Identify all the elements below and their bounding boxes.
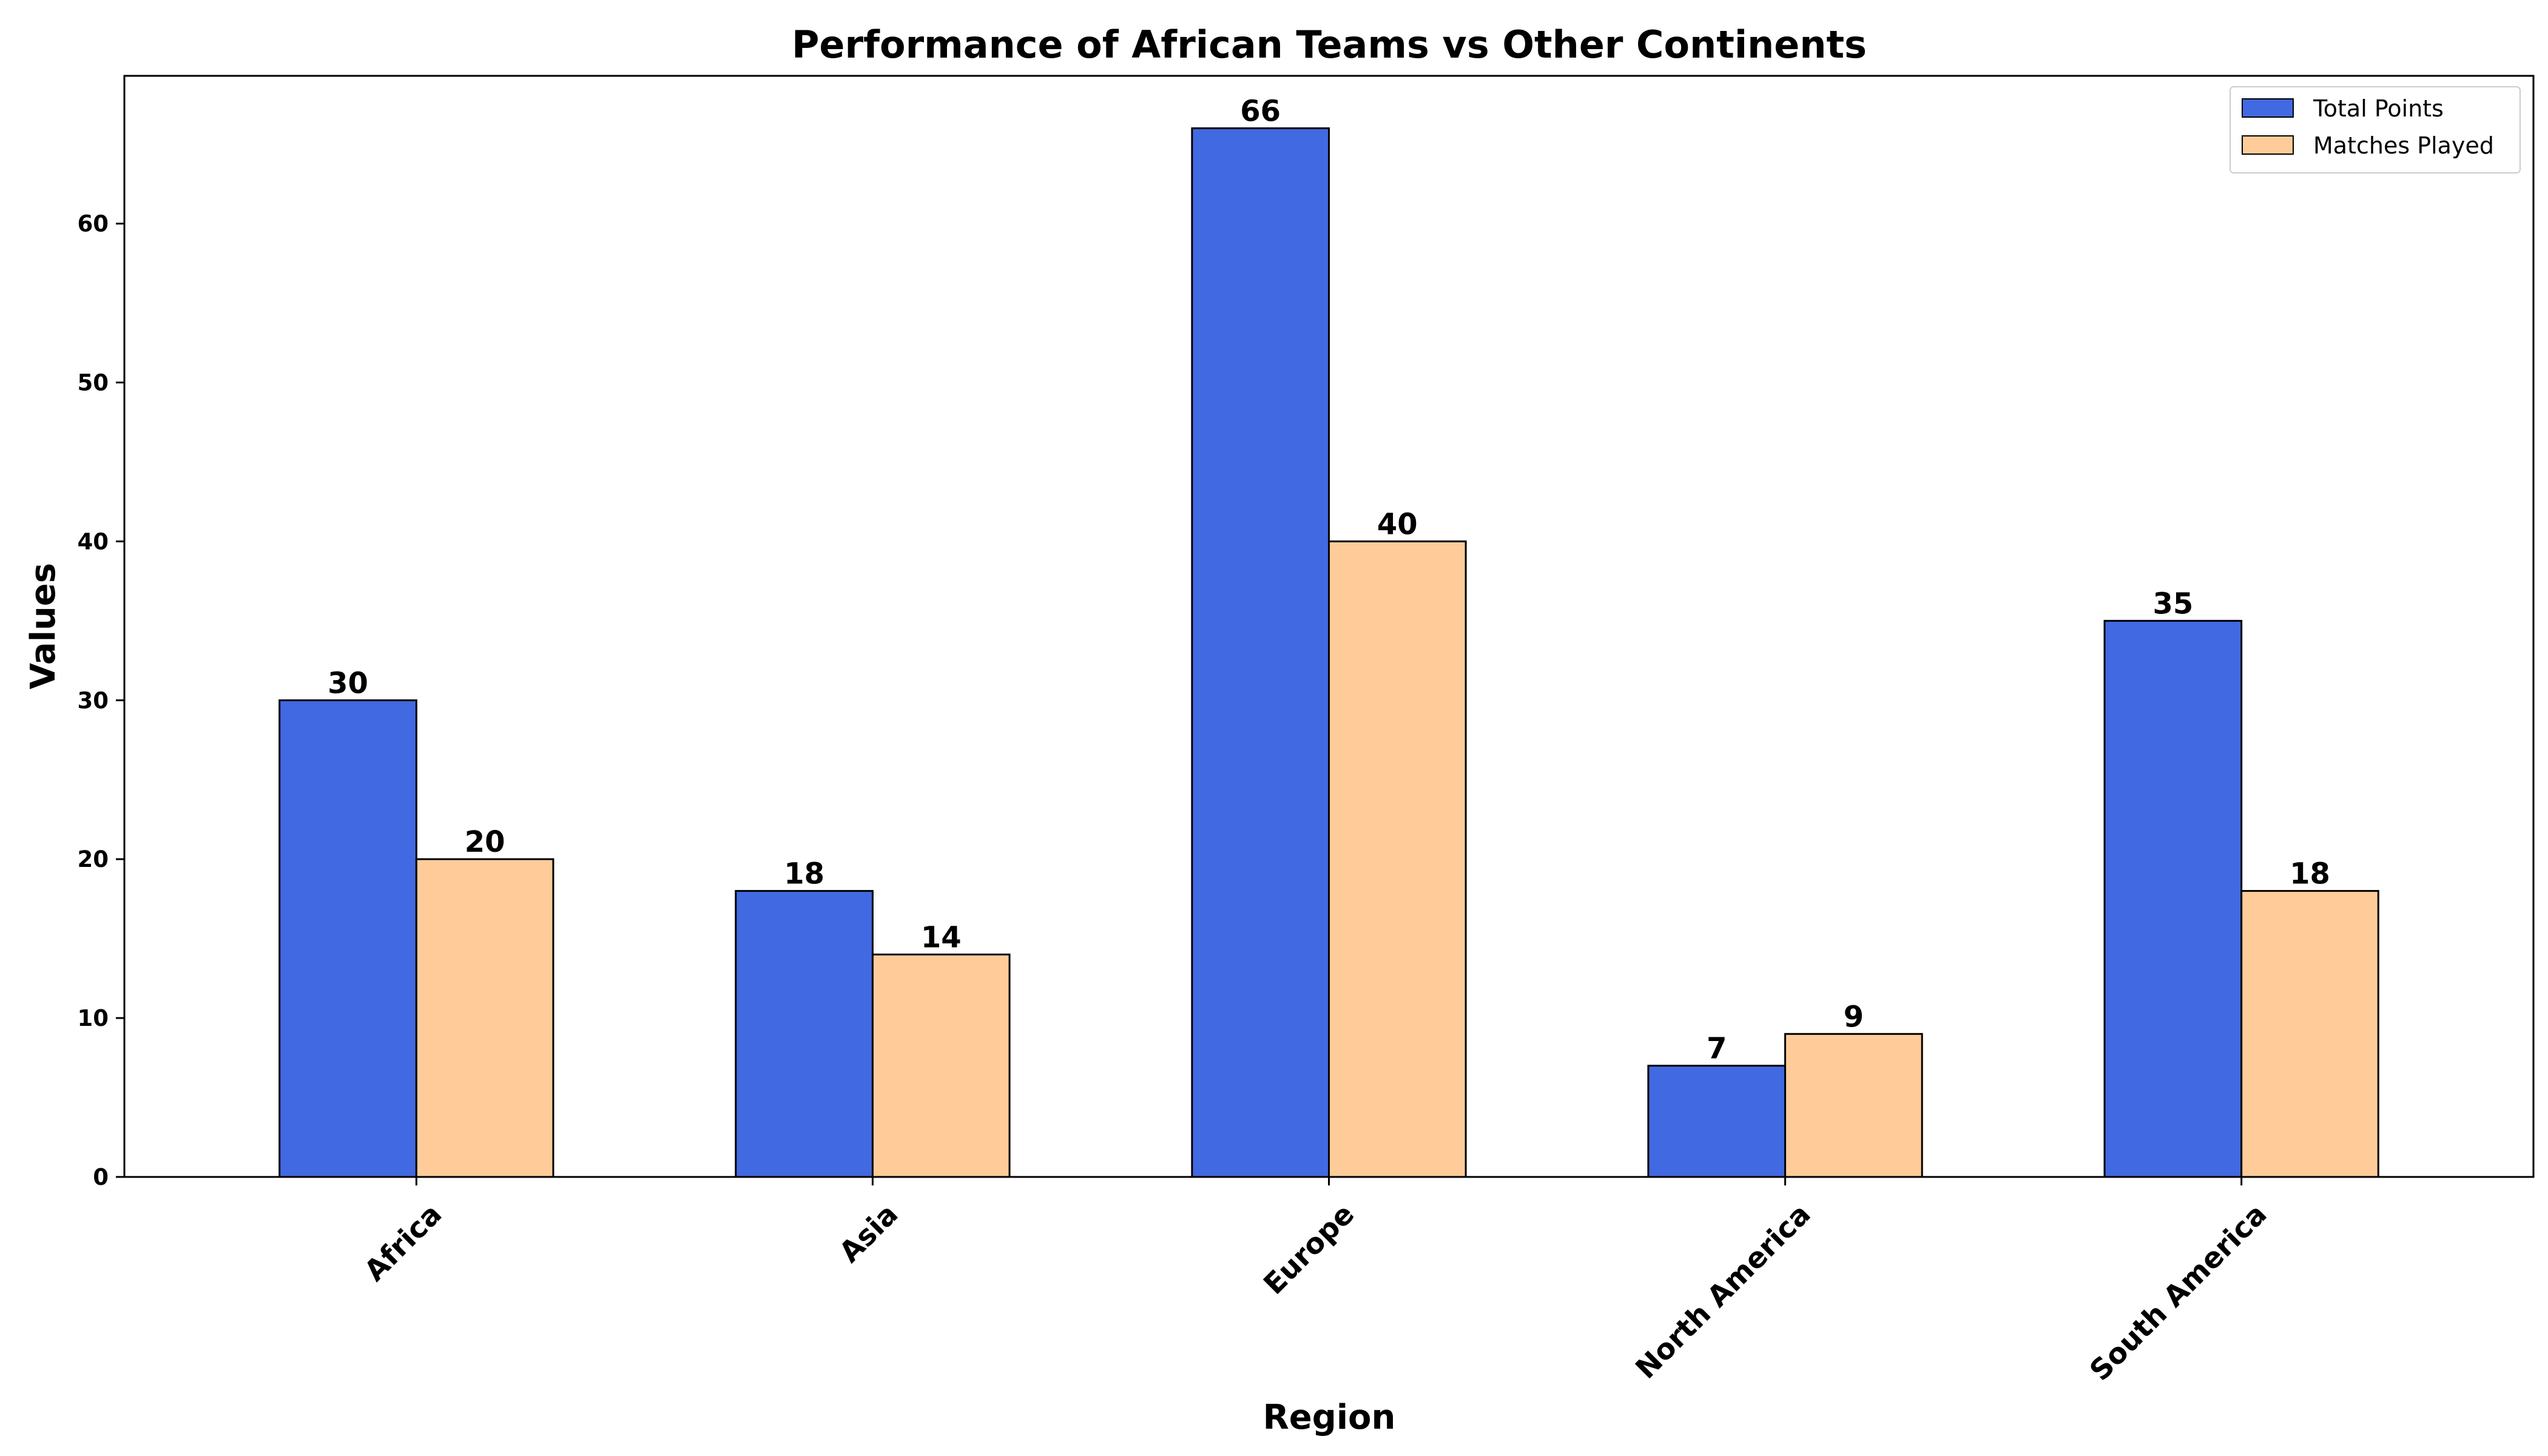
data-label-total-points-north-america: 7 [1707,1032,1727,1066]
data-label-matches-played-asia: 14 [921,920,962,954]
x-tick-label-africa: Africa [358,1198,448,1288]
data-label-total-points-asia: 18 [784,857,824,891]
y-tick-label: 20 [78,846,109,872]
data-label-matches-played-south-america: 18 [2290,857,2330,891]
legend-swatch-total-points [2242,98,2294,118]
bar-matches-played-europe [1328,540,1467,1178]
y-axis-label: Values [24,563,63,689]
legend-frame [2230,86,2521,174]
bar-total-points-europe [1191,127,1330,1178]
bar-total-points-north-america [1647,1065,1787,1178]
y-tick-label: 10 [78,1005,109,1031]
bar-matches-played-south-america [2240,890,2379,1178]
bars-layer [278,127,2379,1178]
data-label-matches-played-north-america: 9 [1844,1000,1864,1034]
bar-total-points-africa [278,699,417,1178]
chart-title: Performance of African Teams vs Other Co… [792,22,1867,67]
x-tick-label-north-america: North America [1630,1198,1818,1386]
x-tick-label-south-america: South America [2083,1198,2273,1387]
legend-swatch-matches-played [2242,135,2294,155]
data-label-matches-played-europe: 40 [1377,507,1418,541]
data-labels-layer: 30 18 66 7 35 20 14 40 9 18 [328,94,2330,1065]
x-axis-label: Region [1263,1398,1396,1437]
legend: Total Points Matches Played [2230,86,2521,174]
y-tick-label: 60 [78,211,109,237]
bar-matches-played-north-america [1784,1033,1923,1178]
bar-total-points-south-america [2103,619,2243,1178]
data-label-total-points-africa: 30 [328,666,368,700]
y-tick-label: 0 [93,1164,109,1190]
bar-total-points-asia [735,890,874,1178]
y-tick-label: 30 [78,687,109,713]
x-tick-label-asia: Asia [833,1198,905,1269]
y-axis: 0 10 20 30 40 50 60 [78,211,124,1190]
bar-matches-played-africa [415,858,554,1178]
data-label-total-points-south-america: 35 [2152,587,2193,621]
x-axis: Africa Asia Europe North America South Ameri… [358,1177,2273,1387]
x-tick-label-europe: Europe [1258,1198,1361,1301]
y-tick-label: 40 [78,528,109,554]
data-label-total-points-europe: 66 [1240,94,1281,128]
y-tick-label: 50 [78,369,109,396]
data-label-matches-played-africa: 20 [465,825,505,859]
legend-label-total-points: Total Points [2313,95,2444,122]
legend-label-matches-played: Matches Played [2313,132,2494,159]
bar-matches-played-asia [871,953,1011,1178]
